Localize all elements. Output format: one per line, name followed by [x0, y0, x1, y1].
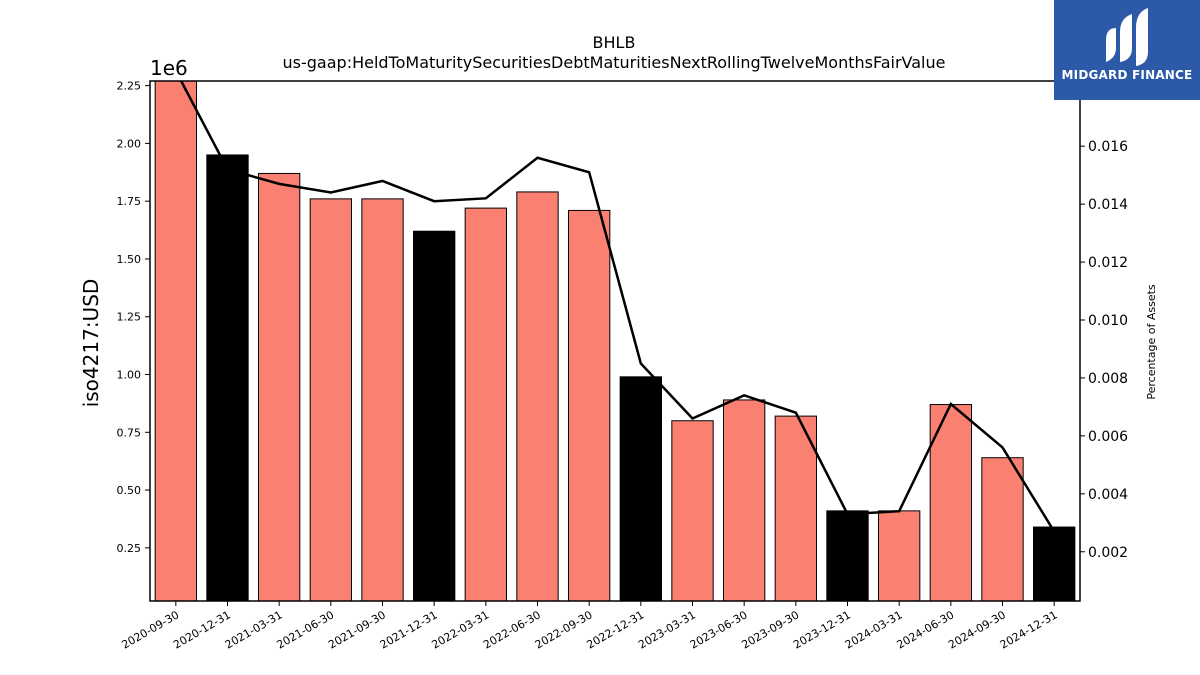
y2-axis-label: Percentage of Assets — [1145, 284, 1158, 400]
x-tick-label: 2022-03-31 — [429, 608, 491, 651]
bar — [929, 404, 973, 602]
x-tick-label: 2020-12-31 — [171, 608, 233, 651]
y-tick-label: 1.00 — [117, 369, 142, 382]
midgard-finance-logo: MIDGARD FINANCE — [1054, 0, 1200, 100]
y-tick-label: 2.25 — [117, 80, 142, 93]
chart-title: BHLB — [593, 33, 636, 52]
logo-mark-icon — [1106, 8, 1148, 66]
x-tick-label: 2023-12-31 — [791, 608, 853, 651]
bar — [464, 207, 507, 602]
plot-frame — [149, 80, 1081, 602]
bar — [361, 198, 404, 602]
bar — [878, 510, 921, 602]
x-tick-label: 2024-09-30 — [946, 608, 1008, 651]
x-tick-label: 2023-06-30 — [688, 608, 750, 651]
bar — [723, 399, 766, 602]
logo-text: MIDGARD FINANCE — [1061, 68, 1193, 82]
bar — [981, 457, 1024, 602]
chart-subtitle: us-gaap:HeldToMaturitySecuritiesDebtMatu… — [283, 53, 946, 72]
x-tick-label: 2024-06-30 — [894, 608, 956, 651]
bar — [1033, 526, 1076, 602]
x-tick-label: 2021-12-31 — [378, 608, 440, 651]
bar — [154, 80, 198, 602]
y2-tick-label: 0.012 — [1088, 255, 1128, 271]
x-tick-label: 2022-12-31 — [584, 608, 646, 651]
x-tick-label: 2022-09-30 — [533, 608, 595, 651]
y2-tick-label: 0.004 — [1088, 487, 1128, 503]
bar — [206, 154, 249, 602]
x-tick-label: 2021-09-30 — [326, 608, 388, 651]
bar — [671, 420, 714, 602]
x-tick-label: 2023-03-31 — [636, 608, 698, 651]
y2-tick-label: 0.010 — [1088, 313, 1128, 329]
bar — [413, 230, 456, 602]
bar — [258, 172, 301, 602]
y-axis-label: iso4217:USD — [79, 279, 103, 408]
x-tick-label: 2023-09-30 — [739, 608, 801, 651]
x-tick-label: 2024-12-31 — [998, 608, 1060, 651]
bar — [619, 376, 663, 602]
bar — [516, 191, 559, 602]
y2-tick-label: 0.014 — [1088, 197, 1128, 213]
y-tick-label: 0.25 — [117, 542, 142, 555]
bar — [568, 209, 611, 602]
y2-tick-label: 0.006 — [1088, 429, 1128, 445]
bar — [309, 198, 352, 602]
y-tick-label: 1.75 — [117, 195, 142, 208]
x-tick-label: 2020-09-30 — [119, 608, 181, 651]
y-tick-label: 0.50 — [117, 484, 142, 497]
y2-tick-label: 0.002 — [1088, 545, 1128, 561]
y-tick-label: 1.50 — [117, 253, 142, 266]
x-tick-label: 2024-03-31 — [843, 608, 905, 651]
bar — [826, 510, 869, 602]
y-tick-label: 0.75 — [117, 426, 142, 439]
y-tick-label: 1.25 — [117, 311, 142, 324]
series-line — [179, 81, 1056, 533]
y2-tick-label: 0.016 — [1088, 139, 1128, 155]
bar — [774, 415, 818, 602]
y-tick-label: 2.00 — [117, 137, 142, 150]
x-tick-label: 2021-06-30 — [274, 608, 336, 651]
y-multiplier: 1e6 — [150, 56, 188, 80]
x-tick-label: 2021-03-31 — [223, 608, 285, 651]
y2-tick-label: 0.008 — [1088, 371, 1128, 387]
x-tick-label: 2022-06-30 — [481, 608, 543, 651]
